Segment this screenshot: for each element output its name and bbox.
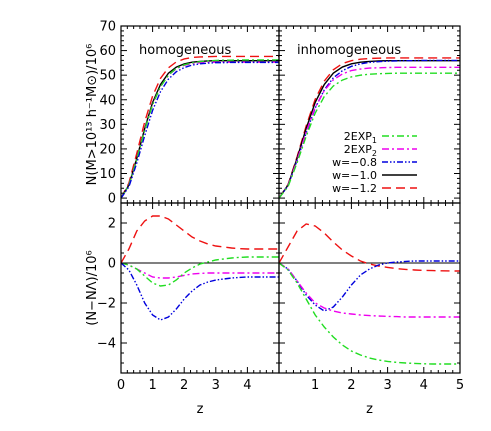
series-line-w-1.0 [121,59,279,199]
series-line-2EXP1 [279,72,460,199]
y-tick-label: 60 [99,44,116,59]
series-line-2EXP2 [121,262,279,279]
x-tick-label: 1 [148,378,156,393]
series-line-2EXP1 [121,256,279,287]
series-line-w-1.2 [279,223,460,272]
series-line-w-1.2 [121,55,279,199]
x-tick-label: 4 [243,378,251,393]
series-line-w-0.8 [121,262,279,321]
legend-label: 2EXP2 [344,143,377,158]
legend-label: w=−1.2 [332,182,377,195]
legend-label: w=−1.0 [332,169,377,182]
legend-entry: w=−1.2 [332,182,417,195]
panel-bottom-left [120,202,280,374]
y-axis-label: N(M>10¹³ h⁻¹M⊙)/10⁶ [85,44,100,186]
legend-entry: w=−1.0 [332,169,417,182]
y-tick-label: 0 [108,192,116,207]
y-tick-label: −2 [97,297,116,312]
x-tick-label: 4 [420,378,428,393]
x-axis-label: z [197,402,204,417]
y-tick-label: 2 [108,217,116,232]
x-tick-label: 0 [117,378,125,393]
legend-label: w=−0.8 [332,156,377,169]
legend-entry: w=−0.8 [332,156,417,169]
y-tick-label: −4 [97,337,116,352]
panel-frame [278,202,461,374]
series-line-w-1.2 [279,57,460,199]
y-tick-label: 70 [99,20,116,35]
legend-label: 2EXP1 [344,130,377,145]
series-line-2EXP2 [279,66,460,199]
series-line-w-0.8 [279,260,460,312]
y-tick-label: 50 [99,69,116,84]
x-tick-label: 3 [212,378,220,393]
panel-bottom-right [278,202,461,374]
x-tick-label: 1 [311,378,319,393]
panel-top-right [278,25,461,204]
legend-entry: 2EXP1 [344,130,417,145]
x-axis-label: z [366,402,373,417]
series-line-w-0.8 [121,61,279,199]
x-tick-label: 3 [383,378,391,393]
panels-layer [120,25,461,374]
panel-title: inhomogeneous [297,43,401,58]
y-tick-label: 40 [99,93,116,108]
panel-frame [120,202,280,374]
y-tick-label: 10 [99,167,116,182]
series-line-2EXP2 [279,262,460,318]
panel-title: homogeneous [139,43,231,58]
series-line-w-1.2 [121,215,279,264]
x-tick-label: 2 [347,378,355,393]
y-axis-label: (N−NΛ)/10⁶ [85,250,100,326]
x-tick-label: 2 [180,378,188,393]
y-tick-label: 0 [108,257,116,272]
legend-entry: 2EXP2 [344,143,417,158]
series-line-2EXP1 [279,262,460,365]
x-tick-label: 5 [456,378,464,393]
y-tick-label: 30 [99,118,116,133]
y-tick-label: 20 [99,142,116,157]
series-line-2EXP1 [121,59,279,199]
